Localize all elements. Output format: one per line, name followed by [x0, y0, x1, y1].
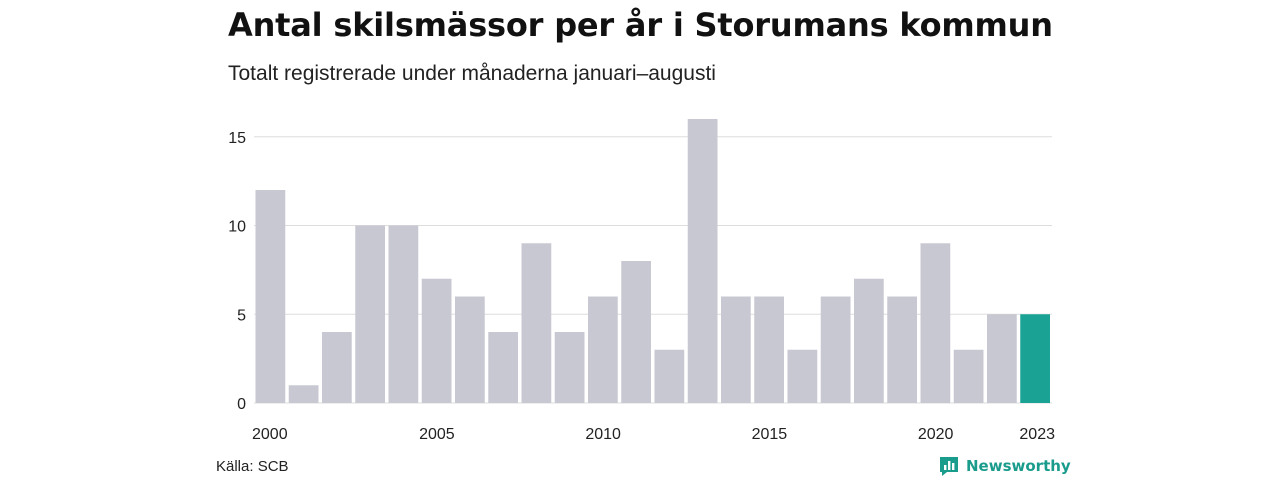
bar-2011: [621, 261, 651, 403]
bar-2016: [787, 349, 818, 403]
bar-2018: [854, 278, 884, 403]
bar-2022: [987, 314, 1017, 403]
bar-2023: [1020, 314, 1050, 403]
x-tick-label: 2010: [585, 426, 621, 443]
source-note: Källa: SCB: [216, 458, 289, 475]
y-tick-label: 15: [228, 130, 246, 147]
bar-2007: [488, 332, 518, 403]
bar-2008: [521, 243, 552, 403]
x-tick-label: 2020: [918, 426, 954, 443]
bar-2009: [554, 332, 585, 403]
chart-title: Antal skilsmässor per år i Storumans kom…: [228, 6, 1053, 44]
x-tick-label: 2023: [1019, 426, 1055, 443]
bar-2005: [421, 278, 452, 403]
bar-2014: [721, 296, 751, 403]
bar-2002: [322, 332, 352, 403]
newsworthy-logo: Newsworthy: [938, 455, 1071, 477]
bar-2019: [887, 296, 917, 403]
y-tick-label: 5: [237, 307, 246, 324]
x-tick-label: 2000: [252, 426, 288, 443]
x-tick-label: 2015: [752, 426, 788, 443]
x-tick-label: 2005: [419, 426, 455, 443]
bar-2021: [953, 349, 984, 403]
chart-subtitle: Totalt registrerade under månaderna janu…: [228, 62, 716, 85]
bar-2004: [388, 225, 419, 403]
bar-chart-logo-icon: [940, 457, 958, 476]
bar-2013: [687, 119, 718, 403]
y-tick-label: 10: [228, 219, 246, 236]
y-tick-label: 0: [237, 396, 246, 413]
bar-2010: [588, 296, 618, 403]
bar-2020: [920, 243, 951, 403]
brand-name: Newsworthy: [966, 457, 1071, 475]
bar-2006: [455, 296, 485, 403]
bar-2012: [654, 349, 685, 403]
bar-2000: [255, 190, 286, 403]
bar-2001: [288, 385, 319, 403]
bar-2017: [820, 296, 851, 403]
bar-2015: [754, 296, 784, 403]
bar-2003: [355, 225, 385, 403]
